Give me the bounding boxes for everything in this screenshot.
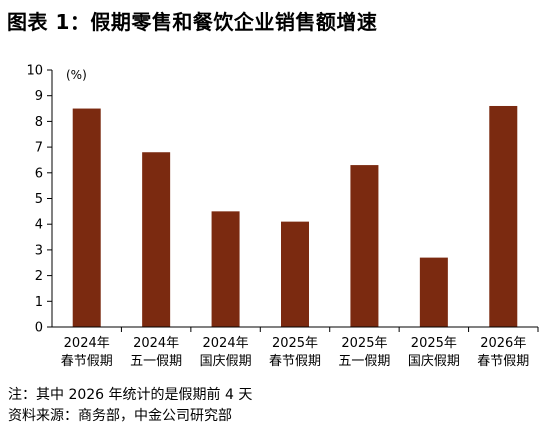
y-tick-label: 2 xyxy=(35,269,43,284)
bar xyxy=(211,211,240,327)
x-category-label: 2025年 xyxy=(341,336,387,351)
bar xyxy=(281,221,309,327)
x-category-label: 2026年 xyxy=(480,336,526,351)
y-tick-label: 0 xyxy=(35,321,43,336)
y-tick-label: 7 xyxy=(35,141,43,156)
bar xyxy=(72,108,101,327)
x-category-label: 五一假期 xyxy=(338,354,390,369)
y-tick-label: 3 xyxy=(35,243,43,258)
x-category-label: 春节假期 xyxy=(61,354,113,369)
bar xyxy=(350,165,379,327)
note-text: 注：其中 2026 年统计的是假期前 4 天 xyxy=(8,387,253,403)
y-tick-label: 8 xyxy=(35,115,43,130)
y-tick-label: 1 xyxy=(35,295,43,310)
x-category-label: 2024年 xyxy=(133,336,179,351)
footnotes: 注：其中 2026 年统计的是假期前 4 天 资料来源：商务部，中金公司研究部 xyxy=(8,385,252,427)
bar xyxy=(419,257,448,327)
y-tick-label: 10 xyxy=(26,64,43,79)
source-text: 资料来源：商务部，中金公司研究部 xyxy=(8,408,232,424)
y-tick-label: 9 xyxy=(35,89,43,104)
bars xyxy=(72,105,518,327)
x-category-label: 2025年 xyxy=(411,336,457,351)
y-tick-label: 5 xyxy=(35,192,43,207)
x-category-label: 五一假期 xyxy=(130,354,182,369)
x-category-label: 2024年 xyxy=(203,336,249,351)
x-category-label: 国庆假期 xyxy=(200,354,252,369)
y-axis-unit-label: (%) xyxy=(66,68,87,82)
chart-title: 图表 1：假期零售和餐饮企业销售额增速 xyxy=(7,10,378,34)
x-category-label: 春节假期 xyxy=(269,354,321,369)
x-category-label: 2025年 xyxy=(272,336,318,351)
y-tick-label: 6 xyxy=(35,166,43,181)
y-tick-label: 4 xyxy=(35,218,43,233)
bar xyxy=(142,152,171,327)
y-axis-ticks: 0 1 2 3 4 5 6 7 8 9 10 xyxy=(26,64,52,336)
x-category-label: 2024年 xyxy=(64,336,110,351)
bar xyxy=(489,105,518,327)
x-category-label: 国庆假期 xyxy=(408,354,460,369)
x-category-label: 春节假期 xyxy=(477,354,529,369)
